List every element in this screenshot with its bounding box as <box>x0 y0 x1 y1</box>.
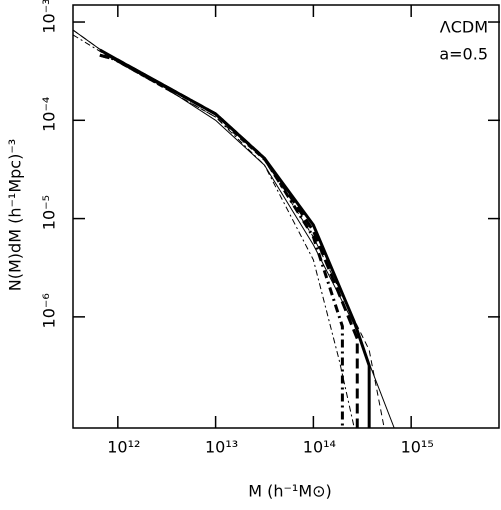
series-line <box>99 48 371 428</box>
y-tick-label: 10⁻⁵ <box>40 195 59 230</box>
series-line <box>73 34 355 428</box>
series-line <box>73 29 395 428</box>
x-axis-label: M (h⁻¹M⊙) <box>248 482 332 501</box>
plot-frame <box>72 4 500 429</box>
y-axis-label: N(M)dM (h⁻¹Mpc)⁻³ <box>6 139 25 291</box>
y-tick-label: 10⁻⁶ <box>40 293 59 328</box>
x-tick-label: 10¹⁵ <box>401 438 434 457</box>
x-tick-label: 10¹⁴ <box>303 438 336 457</box>
annotation: ΛCDM <box>440 18 488 37</box>
y-tick-label: 10⁻³ <box>40 0 59 34</box>
series-line <box>99 53 344 428</box>
x-tick-label: 10¹² <box>107 438 140 457</box>
lines <box>73 29 395 428</box>
x-tick-label: 10¹³ <box>205 438 238 457</box>
series-line <box>73 29 385 428</box>
y-tick-label: 10⁻⁴ <box>40 97 59 132</box>
series-line <box>99 53 359 428</box>
annotation: a=0.5 <box>439 45 488 64</box>
